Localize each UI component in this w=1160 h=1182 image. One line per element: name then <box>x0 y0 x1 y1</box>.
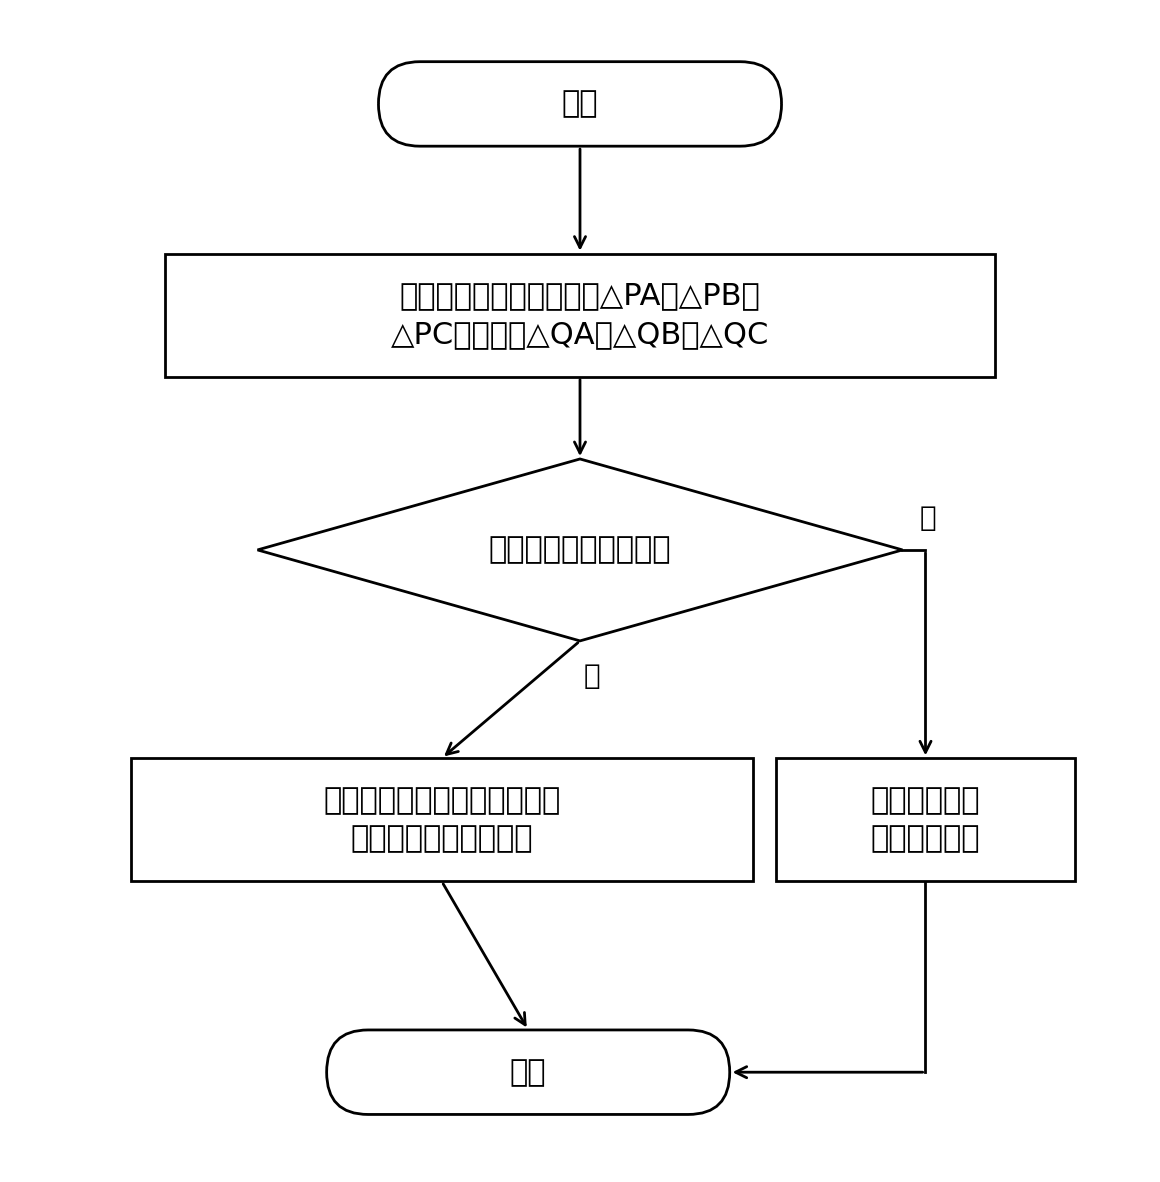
FancyBboxPatch shape <box>131 758 753 882</box>
Text: 计算各相需要调整的有功△PA、△PB、
△PC；或无功△QA、△QB、△QC: 计算各相需要调整的有功△PA、△PB、 △PC；或无功△QA、△QB、△QC <box>391 281 769 349</box>
Text: 各相是否超出调整裕度: 各相是否超出调整裕度 <box>488 535 672 565</box>
Text: 是: 是 <box>583 662 600 690</box>
FancyBboxPatch shape <box>378 61 782 147</box>
Text: 各节点按电压
分配公式调整: 各节点按电压 分配公式调整 <box>871 786 980 853</box>
FancyBboxPatch shape <box>327 1030 730 1115</box>
Text: 开始: 开始 <box>561 90 599 118</box>
Text: 结束: 结束 <box>510 1058 546 1086</box>
Polygon shape <box>258 459 902 641</box>
Text: 否: 否 <box>920 505 936 532</box>
FancyBboxPatch shape <box>166 254 994 377</box>
FancyBboxPatch shape <box>776 758 1075 882</box>
Text: 未超出相按电压调整公式调整
超出相按最大裕度调整: 未超出相按电压调整公式调整 超出相按最大裕度调整 <box>324 786 560 853</box>
